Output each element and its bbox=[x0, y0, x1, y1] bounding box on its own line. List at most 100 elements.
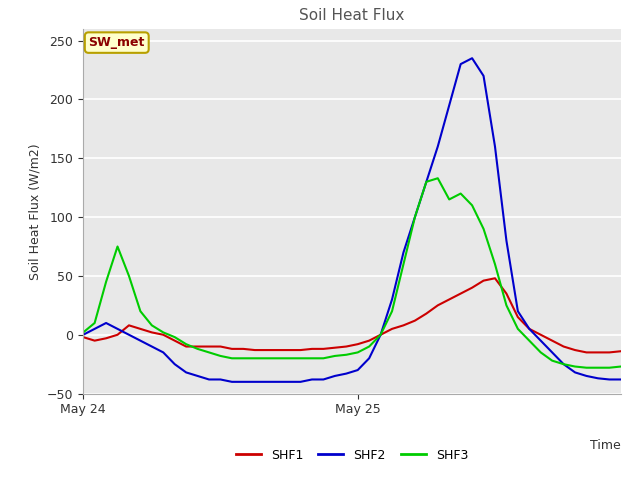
SHF3 bbox=[354, 349, 362, 355]
SHF3 bbox=[228, 355, 236, 361]
SHF2 bbox=[285, 379, 293, 384]
SHF2 bbox=[136, 338, 144, 344]
SHF3 bbox=[251, 355, 259, 361]
SHF1 bbox=[617, 348, 625, 354]
SHF1 bbox=[194, 344, 202, 349]
SHF3 bbox=[411, 214, 419, 220]
SHF3 bbox=[239, 355, 247, 361]
SHF3 bbox=[468, 203, 476, 208]
SHF1 bbox=[136, 326, 144, 332]
SHF2 bbox=[331, 373, 339, 379]
SHF2 bbox=[274, 379, 282, 384]
Line: SHF1: SHF1 bbox=[83, 278, 621, 352]
SHF1 bbox=[148, 330, 156, 336]
Line: SHF2: SHF2 bbox=[83, 58, 621, 382]
SHF3 bbox=[125, 273, 132, 279]
SHF3 bbox=[342, 352, 350, 358]
SHF3 bbox=[148, 323, 156, 328]
SHF1 bbox=[171, 338, 179, 344]
SHF1 bbox=[377, 332, 385, 337]
SHF1 bbox=[399, 323, 407, 328]
SHF2 bbox=[605, 377, 613, 383]
SHF3 bbox=[399, 261, 407, 267]
SHF2 bbox=[422, 179, 430, 185]
SHF3 bbox=[285, 355, 293, 361]
SHF1 bbox=[79, 334, 87, 340]
SHF1 bbox=[572, 347, 579, 353]
SHF1 bbox=[182, 344, 190, 349]
Text: SW_met: SW_met bbox=[88, 36, 145, 49]
SHF2 bbox=[468, 55, 476, 61]
SHF2 bbox=[216, 377, 224, 383]
SHF1 bbox=[251, 347, 259, 353]
SHF2 bbox=[399, 250, 407, 255]
SHF3 bbox=[274, 355, 282, 361]
SHF2 bbox=[102, 320, 110, 326]
SHF2 bbox=[491, 144, 499, 149]
SHF1 bbox=[582, 349, 590, 355]
SHF3 bbox=[136, 308, 144, 314]
SHF1 bbox=[216, 344, 224, 349]
SHF1 bbox=[365, 338, 373, 344]
SHF1 bbox=[480, 278, 488, 284]
SHF3 bbox=[388, 308, 396, 314]
SHF2 bbox=[114, 326, 122, 332]
SHF1 bbox=[422, 311, 430, 316]
SHF1 bbox=[411, 318, 419, 324]
SHF1 bbox=[205, 344, 213, 349]
SHF2 bbox=[308, 377, 316, 383]
SHF2 bbox=[537, 338, 545, 344]
SHF2 bbox=[525, 326, 533, 332]
SHF3 bbox=[514, 326, 522, 332]
SHF3 bbox=[548, 358, 556, 363]
SHF2 bbox=[377, 332, 385, 337]
SHF2 bbox=[594, 375, 602, 381]
SHF1 bbox=[594, 349, 602, 355]
SHF2 bbox=[514, 308, 522, 314]
SHF3 bbox=[79, 330, 87, 336]
SHF2 bbox=[365, 355, 373, 361]
SHF1 bbox=[434, 302, 442, 308]
Y-axis label: Soil Heat Flux (W/m2): Soil Heat Flux (W/m2) bbox=[28, 143, 42, 279]
SHF1 bbox=[548, 338, 556, 344]
SHF3 bbox=[480, 226, 488, 232]
SHF1 bbox=[228, 346, 236, 352]
SHF2 bbox=[79, 332, 87, 337]
SHF3 bbox=[171, 334, 179, 340]
SHF3 bbox=[205, 349, 213, 355]
SHF3 bbox=[491, 261, 499, 267]
SHF2 bbox=[548, 349, 556, 355]
SHF2 bbox=[148, 344, 156, 349]
SHF2 bbox=[319, 377, 327, 383]
SHF1 bbox=[468, 285, 476, 290]
Line: SHF3: SHF3 bbox=[83, 178, 621, 368]
SHF1 bbox=[457, 291, 465, 297]
SHF1 bbox=[514, 314, 522, 320]
SHF1 bbox=[239, 346, 247, 352]
Text: Time: Time bbox=[590, 439, 621, 452]
SHF3 bbox=[434, 175, 442, 181]
SHF2 bbox=[572, 370, 579, 375]
SHF2 bbox=[445, 102, 453, 108]
SHF3 bbox=[297, 355, 305, 361]
SHF2 bbox=[457, 61, 465, 67]
SHF2 bbox=[502, 238, 510, 243]
SHF1 bbox=[262, 347, 270, 353]
SHF1 bbox=[285, 347, 293, 353]
SHF1 bbox=[114, 332, 122, 337]
SHF2 bbox=[91, 326, 99, 332]
SHF2 bbox=[411, 214, 419, 220]
SHF1 bbox=[491, 276, 499, 281]
SHF3 bbox=[365, 344, 373, 349]
SHF1 bbox=[525, 326, 533, 332]
SHF3 bbox=[194, 346, 202, 352]
SHF1 bbox=[605, 349, 613, 355]
SHF3 bbox=[91, 320, 99, 326]
SHF3 bbox=[262, 355, 270, 361]
SHF3 bbox=[377, 332, 385, 337]
SHF2 bbox=[434, 144, 442, 149]
SHF2 bbox=[560, 361, 568, 367]
SHF2 bbox=[228, 379, 236, 384]
SHF1 bbox=[308, 346, 316, 352]
SHF3 bbox=[182, 341, 190, 347]
